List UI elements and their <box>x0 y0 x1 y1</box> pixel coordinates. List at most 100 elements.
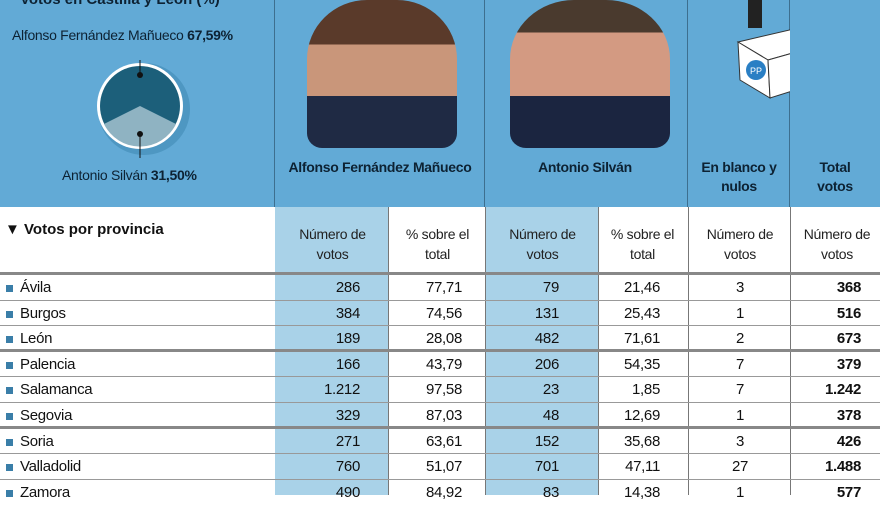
bullet-icon <box>6 464 13 472</box>
b-votes: 131 <box>534 304 559 322</box>
blank-votes: 7 <box>735 355 745 373</box>
column-a-header: Alfonso Fernández Mañueco <box>275 0 485 207</box>
total-votes: 1.242 <box>824 381 861 399</box>
table-row: Burgos 384 74,56 131 25,43 1 516 <box>0 301 880 327</box>
row-divider <box>0 272 880 275</box>
province-name: Zamora <box>20 483 70 501</box>
row-divider <box>0 348 880 352</box>
bullet-icon <box>6 361 13 369</box>
pie-slice-b <box>104 106 176 147</box>
section-label-text: Votos por provincia <box>24 221 164 238</box>
a-pct: 43,79 <box>425 355 462 373</box>
candidate-b-label: Antonio Silván 31,50% <box>62 167 197 183</box>
a-votes: 760 <box>335 458 360 476</box>
total-votes: 1.488 <box>824 458 861 476</box>
total-header: Total votos <box>790 0 880 207</box>
province-name: Salamanca <box>20 381 93 399</box>
blank-votes: 27 <box>731 458 749 476</box>
b-pct: 47,11 <box>625 458 660 476</box>
a-votes-subheader: Número de votos <box>299 226 366 262</box>
blank-votes: 7 <box>735 381 745 399</box>
b-pct: 12,69 <box>623 407 660 424</box>
a-pct: 74,56 <box>425 304 462 322</box>
blank-header: PP En blanco y nulos <box>688 0 823 207</box>
a-pct: 51,07 <box>425 458 462 476</box>
b-votes: 206 <box>534 355 559 373</box>
row-divider <box>0 299 880 301</box>
total-votes: 368 <box>836 279 861 296</box>
table-row: Salamanca 1.212 97,58 23 1,85 7 1.242 <box>0 377 880 403</box>
candidate-b-photo <box>510 0 670 148</box>
bullet-icon <box>6 387 13 395</box>
bullet-icon <box>6 285 13 292</box>
summary-panel: Votos en Castilla y León (%) Alfonso Fer… <box>0 0 275 207</box>
table-row: Palencia 166 43,79 206 54,35 7 379 <box>0 352 880 378</box>
a-votes: 189 <box>335 330 360 348</box>
blank-subheader: Número de votos <box>706 226 774 262</box>
b-pct: 25,43 <box>623 304 660 322</box>
total-votes: 426 <box>836 432 861 450</box>
a-pct: 63,61 <box>425 432 462 450</box>
total-votes: 577 <box>836 483 861 501</box>
column-b-header: Antonio Silván <box>485 0 688 207</box>
bullet-icon <box>6 413 13 420</box>
bullet-icon <box>6 489 13 497</box>
candidate-a-photo <box>307 0 457 148</box>
province-name: Valladolid <box>20 458 81 476</box>
total-title: Total votos <box>817 159 853 194</box>
table-row: Valladolid 760 51,07 701 47,11 27 1.488 <box>0 454 880 480</box>
table-row: Zamora 490 84,92 83 14,38 1 577 <box>0 480 880 505</box>
row-divider <box>0 325 880 327</box>
row-divider <box>0 453 880 455</box>
row-divider <box>0 425 880 429</box>
total-votes: 378 <box>836 407 861 424</box>
b-votes: 48 <box>542 407 559 424</box>
b-votes: 482 <box>534 330 559 348</box>
province-name: Segovia <box>20 407 73 424</box>
a-votes: 329 <box>335 407 360 424</box>
a-pct-subheader: % sobre el total <box>405 226 470 262</box>
b-votes: 83 <box>542 483 559 501</box>
b-votes: 701 <box>534 458 559 476</box>
a-pct: 77,71 <box>425 279 462 296</box>
a-votes: 1.212 <box>323 381 360 399</box>
b-votes: 79 <box>542 279 559 296</box>
section-label: ▼ Votos por provincia <box>5 221 164 238</box>
blank-votes: 1 <box>735 407 745 424</box>
ballot-box-icon: PP <box>736 0 823 99</box>
blank-votes: 1 <box>735 483 745 501</box>
a-pct: 84,92 <box>425 483 462 501</box>
a-votes: 384 <box>335 304 360 322</box>
b-votes: 152 <box>534 432 559 450</box>
a-pct: 87,03 <box>425 407 462 424</box>
a-pct: 97,58 <box>425 381 462 399</box>
b-pct: 21,46 <box>623 279 660 296</box>
table-row: León 189 28,08 482 71,61 2 673 <box>0 326 880 352</box>
row-divider <box>0 478 880 480</box>
province-name: Ávila <box>20 279 52 296</box>
b-pct: 71,61 <box>623 330 660 348</box>
a-votes: 286 <box>335 279 360 296</box>
a-votes: 166 <box>335 355 360 373</box>
b-votes-subheader: Número de votos <box>509 226 576 262</box>
column-a-title: Alfonso Fernández Mañueco <box>288 159 472 175</box>
b-pct: 1,85 <box>632 381 660 399</box>
total-subheader: Número de votos <box>803 226 871 262</box>
table-row: Segovia 329 87,03 48 12,69 1 378 <box>0 403 880 429</box>
vote-pie-chart <box>97 60 190 158</box>
total-votes: 516 <box>836 304 861 322</box>
province-name: Palencia <box>20 355 76 373</box>
b-pct: 35,68 <box>623 432 660 450</box>
column-b-title: Antonio Silván <box>538 159 632 175</box>
blank-votes: 3 <box>735 432 745 450</box>
row-divider <box>0 376 880 378</box>
bullet-icon <box>6 336 13 344</box>
svg-text:PP: PP <box>750 66 762 76</box>
table-row: Soria 271 63,61 152 35,68 3 426 <box>0 429 880 455</box>
a-pct: 28,08 <box>425 330 462 348</box>
a-votes: 490 <box>335 483 360 501</box>
blank-title: En blanco y nulos <box>701 159 777 194</box>
table-row: Ávila 286 77,71 79 21,46 3 368 <box>0 275 880 301</box>
blank-votes: 1 <box>735 304 745 322</box>
b-pct: 14,38 <box>623 483 660 501</box>
